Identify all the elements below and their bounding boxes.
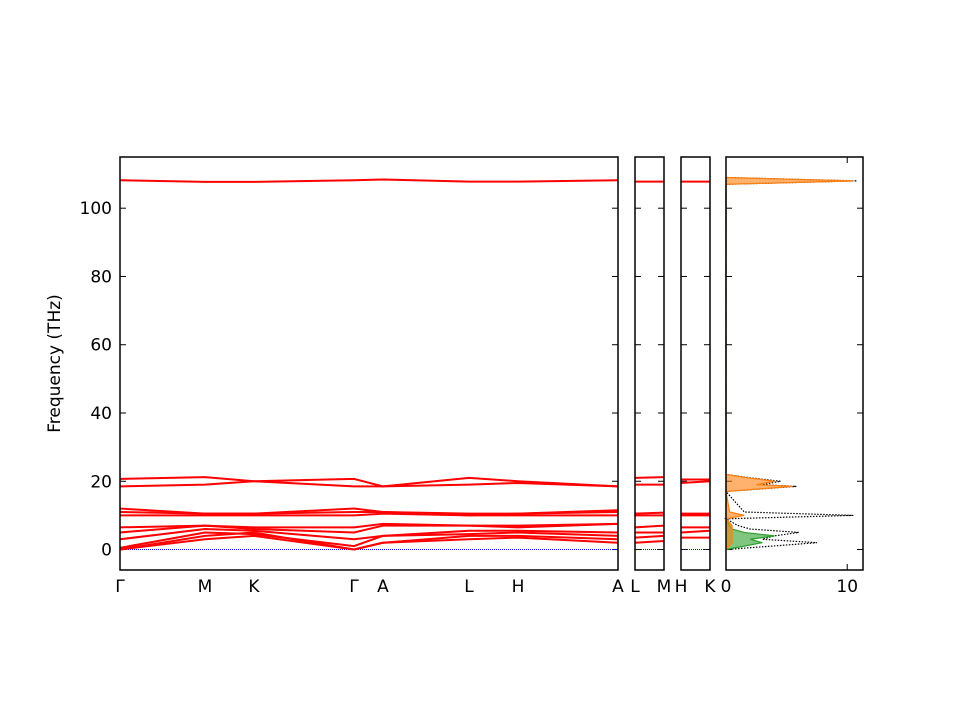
panel-frame	[680, 156, 711, 571]
band-line	[119, 528, 619, 541]
band-line	[119, 522, 619, 529]
x-tick-label: L	[464, 577, 474, 597]
y-tick-label: 20	[90, 472, 112, 492]
band-line	[119, 531, 619, 549]
x-tick-label: K	[704, 577, 716, 597]
band-line	[119, 507, 619, 517]
y-axis-label: Frequency (THz)	[45, 294, 65, 433]
x-tick-label: K	[248, 577, 260, 597]
x-tick-label: H	[675, 577, 688, 597]
band-line	[634, 524, 665, 529]
x-tick-label: M	[198, 577, 213, 597]
band-line	[634, 476, 665, 479]
panel-frame	[634, 156, 665, 571]
y-tick-label: 60	[90, 336, 112, 356]
y-tick-label: 40	[90, 404, 112, 424]
x-tick-label: L	[630, 577, 640, 597]
x-tick-label: M	[657, 577, 672, 597]
band-line	[680, 529, 711, 534]
band-line	[634, 534, 665, 539]
band-line	[119, 178, 619, 183]
band-line	[680, 480, 711, 484]
y-tick-label: 0	[101, 541, 112, 561]
band-line	[120, 512, 618, 517]
x-tick-label: Γ	[349, 577, 359, 597]
x-tick-label: H	[512, 577, 525, 597]
band-line	[119, 531, 619, 551]
band-line	[119, 476, 619, 488]
panel-frame	[725, 156, 864, 571]
y-tick-label: 80	[90, 267, 112, 287]
y-tick-label: 100	[80, 199, 112, 219]
x-tick-label: 0	[721, 577, 732, 597]
panel-frame	[119, 156, 619, 571]
x-tick-label: A	[612, 577, 624, 597]
band-line	[119, 480, 619, 488]
x-tick-label: 10	[836, 577, 858, 597]
x-tick-label: A	[377, 577, 389, 597]
band-line	[634, 539, 665, 544]
band-line	[634, 511, 665, 515]
x-tick-label: Γ	[115, 577, 125, 597]
